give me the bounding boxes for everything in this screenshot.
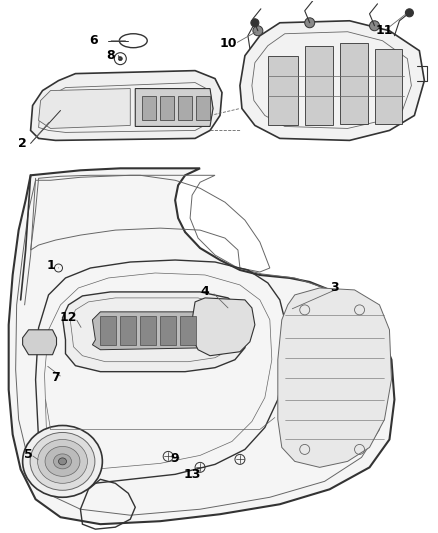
Ellipse shape: [59, 458, 67, 465]
Polygon shape: [63, 292, 248, 372]
Text: 3: 3: [330, 281, 339, 294]
Text: 5: 5: [24, 448, 33, 461]
Polygon shape: [9, 168, 395, 524]
Polygon shape: [278, 288, 392, 467]
Text: 8: 8: [106, 49, 115, 62]
Polygon shape: [120, 316, 136, 345]
Polygon shape: [92, 312, 218, 350]
Text: 9: 9: [171, 452, 180, 465]
Polygon shape: [268, 55, 298, 125]
Circle shape: [118, 56, 122, 61]
Text: 11: 11: [376, 24, 393, 37]
Polygon shape: [160, 95, 174, 120]
Polygon shape: [23, 330, 57, 355]
Text: 2: 2: [18, 137, 27, 150]
Polygon shape: [305, 46, 332, 125]
Polygon shape: [192, 298, 255, 356]
Circle shape: [305, 18, 314, 28]
Polygon shape: [180, 316, 196, 345]
Ellipse shape: [30, 432, 95, 490]
Text: 1: 1: [46, 259, 55, 271]
Text: 6: 6: [89, 34, 98, 47]
Circle shape: [370, 21, 379, 31]
Polygon shape: [196, 95, 210, 120]
Text: 12: 12: [60, 311, 77, 325]
Polygon shape: [178, 95, 192, 120]
Polygon shape: [339, 43, 367, 124]
Polygon shape: [100, 316, 117, 345]
Polygon shape: [160, 316, 176, 345]
Polygon shape: [374, 49, 403, 124]
Text: 4: 4: [201, 285, 209, 298]
Polygon shape: [240, 21, 424, 140]
Polygon shape: [142, 95, 156, 120]
Ellipse shape: [38, 439, 88, 483]
Text: 7: 7: [51, 371, 60, 384]
Ellipse shape: [23, 425, 102, 497]
Circle shape: [406, 9, 413, 17]
Polygon shape: [31, 71, 222, 140]
Polygon shape: [135, 88, 213, 126]
Text: 13: 13: [184, 468, 201, 481]
Ellipse shape: [53, 454, 71, 469]
Polygon shape: [140, 316, 156, 345]
Circle shape: [253, 26, 263, 36]
Polygon shape: [39, 88, 130, 128]
Ellipse shape: [45, 447, 80, 477]
Circle shape: [251, 19, 259, 27]
Text: 10: 10: [219, 37, 237, 50]
